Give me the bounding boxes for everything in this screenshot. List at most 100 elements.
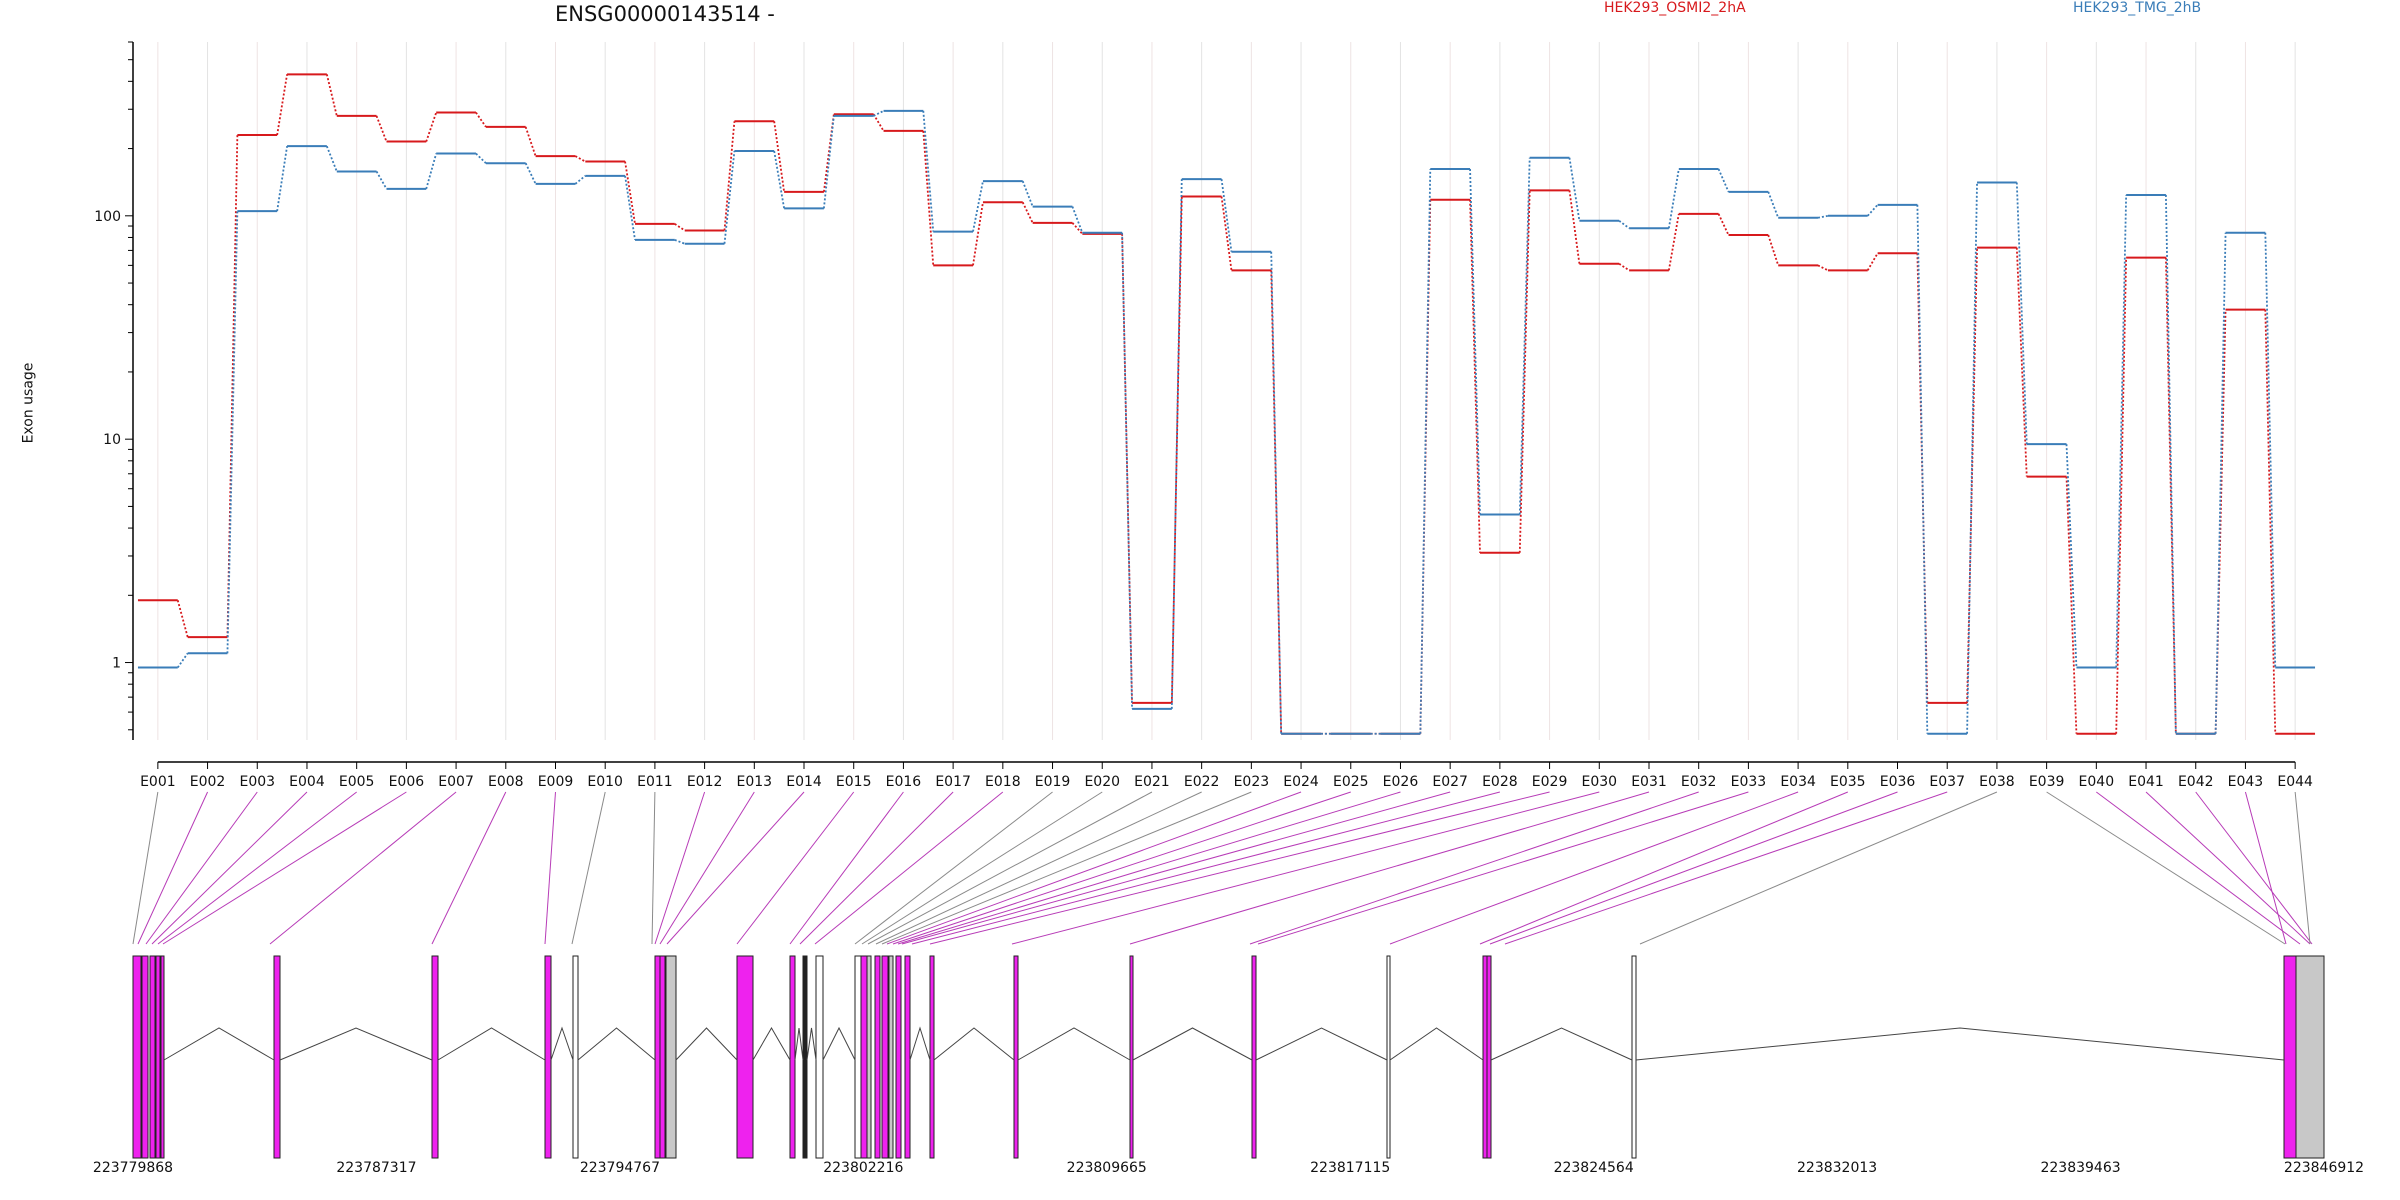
series-connector bbox=[475, 112, 487, 128]
exon-connector bbox=[2145, 791, 2311, 945]
series-connector bbox=[2015, 247, 2028, 477]
x-tick-label: E002 bbox=[190, 774, 226, 790]
exon-connector bbox=[1639, 791, 1998, 945]
x-tick-label: E043 bbox=[2228, 774, 2264, 790]
series-connector bbox=[1021, 180, 1034, 207]
x-tick-label: E031 bbox=[1631, 774, 1667, 790]
series-connector bbox=[425, 112, 438, 142]
x-tick-label: E035 bbox=[1830, 774, 1866, 790]
x-tick-label: E028 bbox=[1482, 774, 1518, 790]
coordinate-label: 223787317 bbox=[336, 1160, 416, 1176]
exon-connector bbox=[666, 791, 805, 945]
series-connector bbox=[1419, 168, 1432, 734]
coordinate-label: 223832013 bbox=[1797, 1160, 1877, 1176]
series-connector bbox=[574, 175, 586, 185]
series-connector bbox=[1717, 213, 1730, 236]
x-tick-label: E012 bbox=[687, 774, 723, 790]
series-connector bbox=[1866, 252, 1879, 271]
intron-line bbox=[675, 1027, 738, 1061]
series-connector bbox=[2214, 232, 2227, 734]
series-connector bbox=[1667, 168, 1680, 229]
series-connector bbox=[425, 153, 438, 190]
series-connector bbox=[2165, 194, 2177, 734]
exon-connector bbox=[875, 791, 1202, 945]
coordinate-label: 223794767 bbox=[580, 1160, 660, 1176]
intron-line bbox=[550, 1026, 574, 1061]
series-connector bbox=[1817, 264, 1829, 272]
y-tick-label: 1 bbox=[112, 656, 121, 672]
exon-connector bbox=[1489, 791, 1898, 945]
series-connector bbox=[1916, 204, 1929, 734]
series-connector bbox=[2264, 232, 2277, 668]
exon-connector bbox=[897, 791, 1401, 945]
exon-box bbox=[659, 955, 666, 1159]
gene-model bbox=[132, 955, 2325, 1159]
x-tick-label: E016 bbox=[886, 774, 922, 790]
exon-connector bbox=[886, 791, 1302, 945]
exon-box bbox=[544, 955, 552, 1159]
intron-line bbox=[752, 1027, 791, 1061]
exon-box bbox=[1129, 955, 1134, 1159]
series-connector bbox=[674, 223, 686, 232]
series-connector bbox=[922, 130, 935, 266]
coordinate-label: 223779868 bbox=[93, 1160, 173, 1176]
exon-connector bbox=[654, 791, 706, 945]
exon-connector bbox=[892, 791, 1351, 945]
series-connector bbox=[1767, 234, 1780, 266]
legend-entry-tmg: HEK293_TMG_2hB bbox=[2073, 0, 2202, 16]
exon-connector bbox=[651, 791, 656, 945]
intron-line bbox=[279, 1027, 433, 1061]
series-connector bbox=[1220, 196, 1233, 271]
exon-connector bbox=[269, 791, 457, 945]
coordinate-label: 223846912 bbox=[2284, 1160, 2364, 1176]
x-tick-label: E011 bbox=[637, 774, 673, 790]
exon-box bbox=[149, 955, 156, 1159]
exon-connector bbox=[1257, 791, 1749, 945]
series-connector bbox=[2065, 476, 2078, 734]
x-tick-label: E003 bbox=[239, 774, 275, 790]
series-connector bbox=[325, 74, 338, 117]
exon-connector bbox=[157, 791, 357, 945]
series-connector bbox=[1966, 247, 1978, 703]
exon-connector bbox=[145, 791, 258, 945]
intron-line bbox=[1255, 1027, 1388, 1061]
exon-connector bbox=[881, 791, 1252, 945]
intron-line bbox=[1389, 1027, 1484, 1061]
intron-line bbox=[1635, 1027, 2285, 1061]
exon-box bbox=[155, 955, 161, 1159]
x-tick-label: E041 bbox=[2128, 774, 2164, 790]
x-tick-label: E005 bbox=[339, 774, 375, 790]
x-tick-label: E037 bbox=[1929, 774, 1965, 790]
series-connector bbox=[922, 110, 935, 232]
x-tick-label: E038 bbox=[1979, 774, 2015, 790]
exon-box bbox=[160, 955, 165, 1159]
intron-line bbox=[437, 1027, 546, 1061]
x-tick-label: E010 bbox=[587, 774, 623, 790]
x-tick-label: E007 bbox=[438, 774, 474, 790]
exon-box bbox=[904, 955, 911, 1159]
series-connector bbox=[972, 202, 984, 266]
series-connector bbox=[1618, 263, 1630, 272]
series-connector bbox=[1270, 270, 1283, 734]
exon-box bbox=[860, 955, 868, 1159]
series-connector bbox=[1270, 251, 1283, 734]
x-tick-label: E032 bbox=[1681, 774, 1717, 790]
series-connector bbox=[822, 115, 835, 209]
series-connector bbox=[1170, 196, 1183, 703]
intron-line bbox=[1490, 1027, 1633, 1061]
series-connector bbox=[723, 121, 736, 231]
coordinate-label: 223839463 bbox=[2040, 1160, 2120, 1176]
x-tick-label: E030 bbox=[1581, 774, 1617, 790]
x-tick-label: E036 bbox=[1880, 774, 1916, 790]
exon-connector bbox=[2195, 791, 2313, 945]
series-connector bbox=[1568, 190, 1581, 264]
gridlines bbox=[157, 42, 2296, 740]
genomic-coordinate-axis: 223779868 223787317 223794767 223802216 2238… bbox=[93, 1160, 2364, 1176]
exon-connector bbox=[659, 791, 755, 945]
series-connector bbox=[1071, 222, 1084, 235]
x-tick-label: E023 bbox=[1234, 774, 1270, 790]
exon-box bbox=[665, 955, 677, 1159]
x-tick-label: E013 bbox=[737, 774, 773, 790]
coordinate-label: 223824564 bbox=[1554, 1160, 1634, 1176]
series-connector bbox=[1667, 213, 1680, 271]
